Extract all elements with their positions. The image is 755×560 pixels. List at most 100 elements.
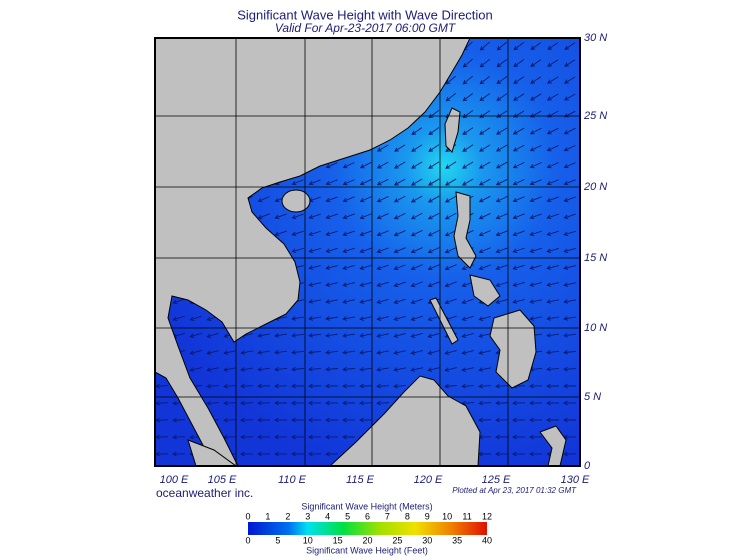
wave-arrow — [257, 400, 270, 406]
wave-arrow — [325, 265, 338, 270]
wave-arrow — [376, 230, 389, 237]
wave-arrow — [478, 417, 491, 423]
wave-arrow — [495, 144, 508, 152]
wave-arrow — [495, 213, 508, 220]
wave-arrow — [410, 230, 423, 237]
wave-arrow — [376, 316, 389, 321]
title: Significant Wave Height with Wave Direct… — [237, 7, 493, 22]
colorbar-tick-label: 0 — [245, 511, 250, 521]
wave-arrow — [325, 451, 339, 457]
wave-arrow — [189, 367, 202, 372]
wave-arrow — [393, 264, 406, 271]
wave-arrow — [410, 298, 423, 305]
wave-arrow — [342, 350, 356, 355]
wave-arrow — [325, 230, 338, 237]
wave-arrow — [325, 162, 338, 169]
wave-arrow — [155, 383, 168, 389]
wave-arrow — [325, 282, 338, 287]
wave-arrow — [394, 161, 406, 169]
wave-arrow — [427, 229, 440, 237]
wave-arrow — [359, 299, 372, 304]
lon-label: 120 E — [414, 474, 443, 486]
colorbar-tick-label: 5 — [345, 511, 350, 521]
colorbar-tick-label: 11 — [462, 511, 471, 521]
wave-arrow — [546, 127, 559, 135]
wave-arrow — [428, 144, 440, 152]
wave-arrow — [155, 400, 168, 406]
wave-arrow — [529, 434, 543, 440]
wave-arrow — [393, 315, 406, 321]
wave-arrow — [257, 196, 270, 203]
wave-arrow — [444, 247, 457, 254]
colorbar — [248, 522, 487, 535]
wave-arrow — [325, 299, 338, 304]
sulawesi — [539, 425, 567, 466]
colorbar-tick-label: 25 — [392, 535, 402, 545]
wave-arrow — [547, 59, 559, 67]
wave-arrow — [206, 350, 219, 355]
wave-arrow — [325, 383, 339, 389]
wave-arrow — [393, 367, 406, 372]
wave-arrow — [257, 434, 271, 440]
wave-arrow — [546, 400, 560, 406]
wave-arrow — [461, 332, 474, 338]
wave-arrow — [240, 417, 253, 423]
wave-arrow — [495, 230, 508, 237]
legend-feet-title: Significant Wave Height (Feet) — [306, 545, 428, 555]
wave-arrow — [342, 213, 355, 220]
wave-arrow — [410, 281, 423, 288]
wave-arrow — [325, 196, 338, 203]
wave-arrow — [291, 366, 305, 372]
wave-arrow — [308, 366, 322, 372]
wave-arrow — [563, 179, 576, 186]
wave-arrow — [478, 400, 491, 406]
wave-arrow — [410, 247, 423, 254]
wave-arrow — [478, 367, 491, 372]
wave-arrow — [495, 264, 508, 271]
colorbar-tick-label: 15 — [333, 535, 343, 545]
wave-arrow — [410, 178, 423, 186]
wave-arrow — [410, 367, 423, 372]
lon-label: 110 E — [278, 474, 307, 486]
lon-label: 125 E — [482, 474, 511, 486]
wave-arrow — [546, 230, 559, 237]
wave-arrow — [393, 212, 406, 220]
wave-arrow — [342, 333, 355, 338]
subtitle: Valid For Apr-23-2017 06:00 GMT — [275, 21, 457, 35]
wave-arrow — [513, 42, 525, 51]
wave-arrow — [308, 179, 321, 186]
wave-arrow — [445, 161, 457, 169]
wave-arrow — [223, 350, 236, 355]
wave-arrow — [428, 110, 440, 119]
wave-arrow — [529, 144, 542, 152]
wave-arrow — [563, 145, 576, 152]
wave-arrow — [342, 196, 355, 203]
wave-arrow — [308, 265, 321, 270]
wave-arrow — [206, 367, 219, 372]
wave-arrow — [563, 451, 576, 457]
wave-arrow — [257, 213, 270, 220]
wave-arrow — [427, 212, 440, 220]
wave-arrow — [478, 195, 491, 203]
wave-arrow — [410, 212, 423, 220]
colorbar-tick-label: 10 — [303, 535, 313, 545]
wave-arrow — [529, 127, 542, 135]
wave-arrow — [308, 434, 322, 440]
wave-arrow — [529, 179, 542, 186]
wave-arrow — [291, 333, 305, 338]
wave-arrow — [172, 434, 185, 440]
wave-arrow — [428, 178, 440, 186]
wave-arrow — [546, 179, 559, 186]
wave-arrow — [427, 264, 440, 271]
wave-arrow — [308, 417, 322, 423]
wave-arrow — [308, 451, 321, 457]
wave-arrow — [428, 127, 440, 136]
wave-arrow — [462, 144, 474, 152]
wave-arrow — [512, 247, 525, 254]
wave-arrow — [376, 367, 389, 372]
wave-arrow — [291, 417, 305, 423]
wave-arrow — [563, 230, 576, 237]
wave-arrow — [563, 93, 576, 101]
wave-arrow — [274, 213, 287, 220]
